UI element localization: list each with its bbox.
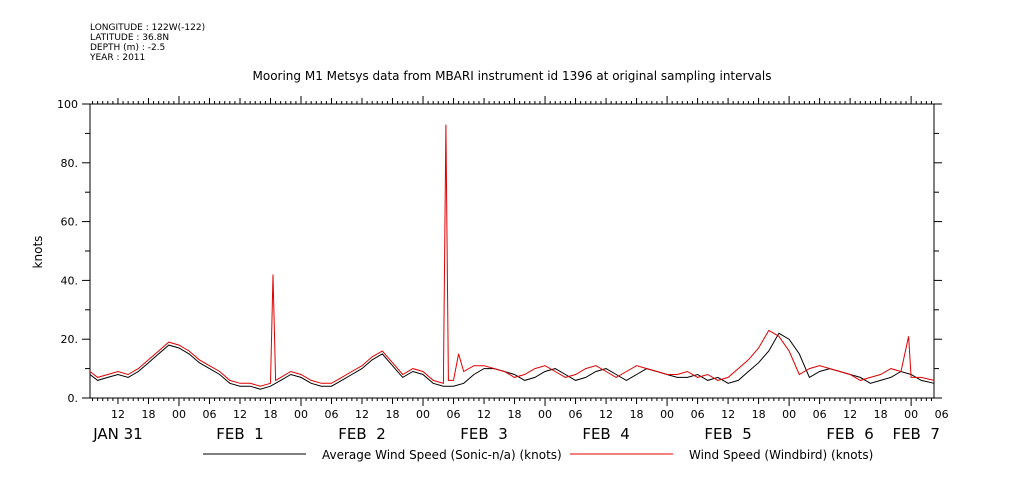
- x-tick-label: 00: [782, 408, 796, 421]
- x-tick-label: 18: [386, 408, 400, 421]
- plot-frame: [89, 103, 935, 399]
- x-tick-label: 12: [111, 408, 125, 421]
- x-tick-label: 00: [172, 408, 186, 421]
- legend: Average Wind Speed (Sonic-n/a) (knots) W…: [203, 448, 873, 462]
- meta-longitude: LONGITUDE : 122W(-122): [90, 23, 205, 33]
- legend-label-windbird: Wind Speed (Windbird) (knots): [689, 448, 873, 462]
- x-tick-label: 12: [477, 408, 491, 421]
- legend-label-average: Average Wind Speed (Sonic-n/a) (knots): [322, 448, 562, 462]
- x-axis-labels: 12 18 00 06 12 18 00 06 12 18 00 06 12 18 00 06 12 18 00 06…: [111, 408, 949, 421]
- x-tick-label: 06: [691, 408, 705, 421]
- day-label: JAN 31: [92, 425, 143, 443]
- x-tick-label: 18: [874, 408, 888, 421]
- y-axis-ticks: 0. 20. 40. 60. 80. 100: [57, 98, 942, 405]
- x-tick-label: 12: [721, 408, 735, 421]
- y-tick-label: 20.: [61, 333, 79, 346]
- day-label: FEB 2: [338, 425, 385, 443]
- x-tick-label: 18: [141, 408, 155, 421]
- x-tick-label: 18: [752, 408, 766, 421]
- x-tick-label: 12: [843, 408, 857, 421]
- x-axis-ticks: [92, 96, 932, 406]
- x-tick-label: 06: [813, 408, 827, 421]
- x-tick-label: 12: [233, 408, 247, 421]
- y-tick-label: 40.: [61, 274, 79, 287]
- x-tick-label: 12: [599, 408, 613, 421]
- day-label: FEB 4: [582, 425, 629, 443]
- y-axis-label: knots: [31, 236, 45, 269]
- y-tick-label: 100: [57, 98, 78, 111]
- meta-year: YEAR : 2011: [89, 53, 145, 63]
- x-tick-label: 00: [538, 408, 552, 421]
- day-label: FEB 5: [704, 425, 751, 443]
- x-tick-label: 06: [935, 408, 949, 421]
- series-line-average: [89, 332, 935, 390]
- x-tick-label: 06: [447, 408, 461, 421]
- x-tick-label: 12: [355, 408, 369, 421]
- y-tick-label: 60.: [61, 216, 79, 229]
- x-tick-label: 00: [294, 408, 308, 421]
- x-tick-label: 18: [630, 408, 644, 421]
- x-tick-label: 06: [202, 408, 216, 421]
- day-label: FEB 1: [216, 425, 263, 443]
- meta-depth: DEPTH (m) : -2.5: [90, 43, 165, 53]
- chart-title: Mooring M1 Metsys data from MBARI instru…: [253, 69, 772, 83]
- x-tick-label: 18: [263, 408, 277, 421]
- x-tick-label: 00: [416, 408, 430, 421]
- series-layer: [89, 124, 935, 390]
- day-label: FEB 3: [460, 425, 507, 443]
- x-tick-label: 06: [569, 408, 583, 421]
- x-tick-label: 18: [508, 408, 522, 421]
- y-tick-label: 80.: [61, 157, 79, 170]
- series-line-windbird: [89, 124, 935, 387]
- meta-latitude: LATITUDE : 36.8N: [90, 33, 169, 43]
- day-label: FEB 7: [892, 425, 939, 443]
- day-labels: JAN 31 FEB 1 FEB 2 FEB 3 FEB 4 FEB 5 FEB 6 FEB …: [92, 425, 940, 443]
- y-tick-label: 0.: [68, 392, 79, 405]
- x-tick-label: 06: [325, 408, 339, 421]
- day-label: FEB 6: [826, 425, 873, 443]
- x-tick-label: 00: [904, 408, 918, 421]
- x-tick-label: 00: [660, 408, 674, 421]
